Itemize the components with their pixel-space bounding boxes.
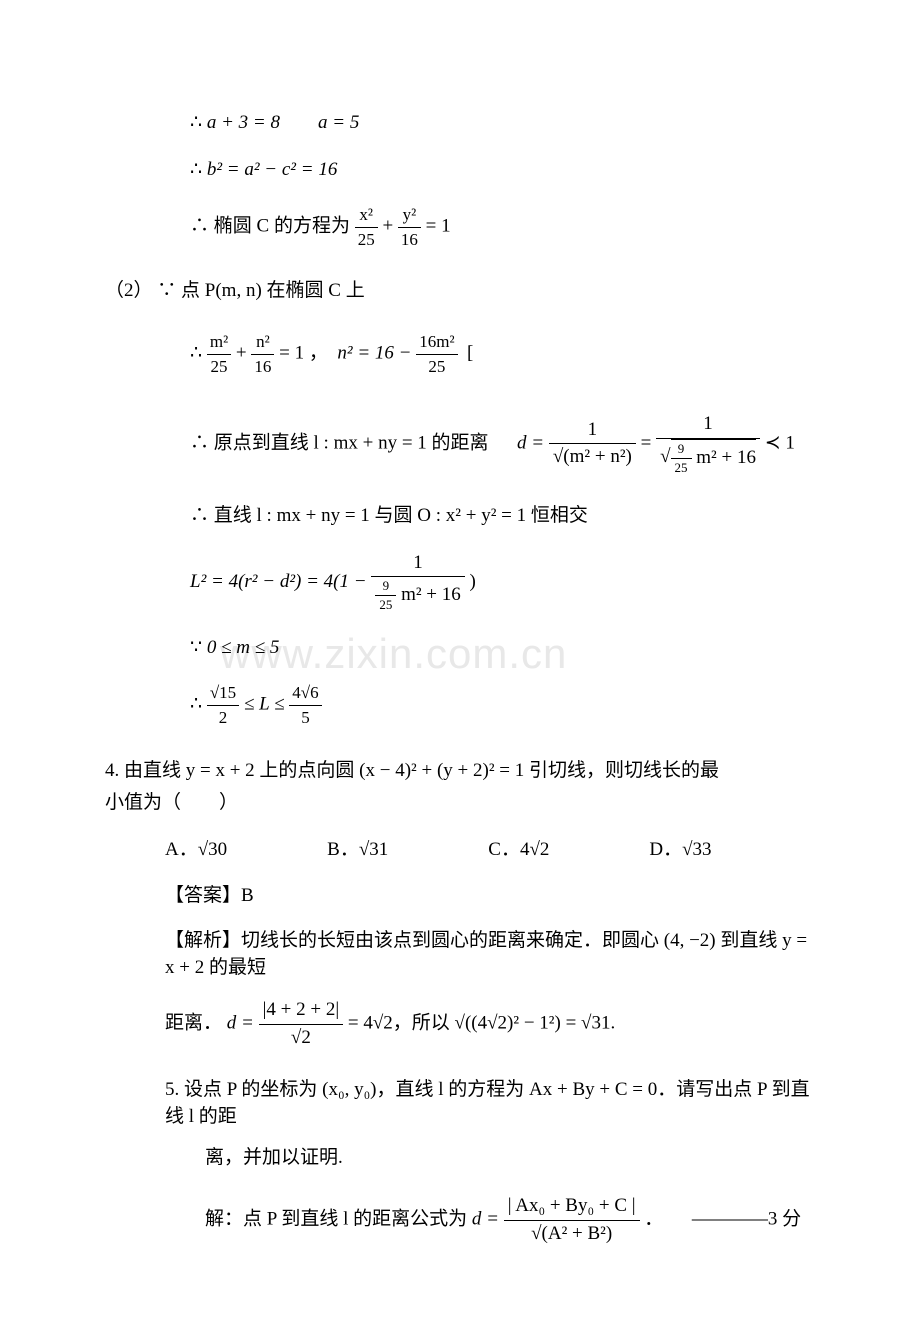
bracket-note: [: [467, 343, 473, 364]
fraction: 1 9 25 m² + 16: [371, 550, 464, 615]
therefore-sym: ∴: [190, 159, 202, 180]
equation-text: b² = a² − c² = 16: [207, 159, 338, 180]
eq-text: = 1: [426, 216, 451, 237]
lt-text: ≺ 1: [765, 432, 795, 453]
question-4-cont: 小值为（ ）: [105, 790, 815, 817]
eq-text: d =: [227, 1013, 254, 1034]
option-b: B．√31: [327, 837, 388, 864]
question-number: 5.: [165, 1079, 179, 1100]
question-number: 4.: [105, 760, 119, 781]
equation-text: a = 5: [318, 112, 359, 133]
question-text: 小值为（ ）: [105, 792, 238, 813]
explain-text: 距离．: [165, 1013, 222, 1034]
plus-sym: +: [236, 343, 247, 364]
question-text: 由直线 y = x + 2 上的点向圆 (x − 4)² + (y + 2)² …: [124, 760, 719, 781]
points-marker: ————3 分: [692, 1209, 801, 1230]
question-5-cont: 离，并加以证明.: [105, 1145, 815, 1172]
equation-text: a + 3 = 8: [207, 112, 280, 133]
solution-line: 解：点 P 到直线 l 的距离公式为 d = | Ax₀ + By₀ + C |…: [105, 1193, 815, 1247]
eq-text: = 4√2: [348, 1013, 393, 1034]
eq-text: n² = 16 −: [337, 343, 411, 364]
step-line: ∴ b² = a² − c² = 16: [105, 157, 815, 184]
fraction: 16m² 25: [416, 330, 457, 379]
option-d: D．√33: [649, 837, 711, 864]
therefore-sym: ∴: [190, 432, 209, 453]
answer-label: 【答案】: [165, 885, 241, 906]
fraction: 1 √ 9 25 m² + 16: [656, 411, 760, 477]
step-line: ∵ 0 ≤ m ≤ 5: [105, 635, 815, 662]
period: ．: [644, 1209, 663, 1230]
eq-text: 0 ≤ m ≤ 5: [207, 637, 280, 658]
answer-block: 【答案】B: [105, 883, 815, 910]
question-text: 离，并加以证明.: [205, 1147, 343, 1168]
step-line: ∴ a + 3 = 8 a = 5: [105, 110, 815, 137]
therefore-sym: ∴: [190, 694, 202, 715]
option-c: C．4√2: [488, 837, 549, 864]
therefore-sym: ∴: [190, 112, 202, 133]
part-label: （2）: [105, 280, 153, 301]
therefore-sym: ∴: [190, 216, 209, 237]
explain-label: 【解析】: [165, 930, 241, 951]
options-row: A．√30 B．√31 C．4√2 D．√33: [105, 837, 815, 864]
fraction: |4 + 2 + 2| √2: [259, 997, 344, 1051]
question-5: 5. 设点 P 的坐标为 (x₀, y₀)，直线 l 的方程为 Ax + By …: [105, 1077, 815, 1130]
part2-line: （2） ∵ 点 P(m, n) 在椭圆 C 上: [105, 278, 815, 305]
therefore-sym: ∴: [190, 505, 209, 526]
fraction: 1 √(m² + n²): [549, 417, 636, 471]
option-a: A．√30: [165, 837, 227, 864]
eq-text: d =: [517, 432, 544, 453]
fraction: 9 25: [375, 577, 396, 614]
answer-value: B: [241, 885, 254, 906]
eq-text: ): [470, 570, 476, 591]
fraction: m² 25: [207, 330, 231, 379]
fraction: n² 16: [251, 330, 274, 379]
eq-sym: =: [641, 432, 652, 453]
step-line: ∴ √15 2 ≤ L ≤ 4√6 5: [105, 681, 815, 730]
step-line: ∴ 椭圆 C 的方程为 x² 25 + y² 16 = 1: [105, 203, 815, 252]
step-text: 点 P(m, n) 在椭圆 C 上: [181, 280, 365, 301]
fraction: x² 25: [355, 203, 378, 252]
fraction: 9 25: [671, 440, 692, 477]
eq-text: = 1: [279, 343, 304, 364]
comma: ，: [309, 343, 328, 364]
step-line: ∴ 直线 l : mx + ny = 1 与圆 O : x² + y² = 1 …: [105, 503, 815, 530]
question-text: 设点 P 的坐标为 (x₀, y₀)，直线 l 的方程为 Ax + By + C…: [165, 1079, 810, 1127]
solution-text: 解：点 P 到直线 l 的距离公式为: [205, 1209, 467, 1230]
fraction: y² 16: [398, 203, 421, 252]
eq-text: d =: [472, 1209, 499, 1230]
step-line: ∴ m² 25 + n² 16 = 1 ， n² = 16 − 16m² 25 …: [105, 330, 815, 379]
fraction: 4√6 5: [289, 681, 321, 730]
step-text: 原点到直线 l : mx + ny = 1 的距离: [214, 432, 489, 453]
explain-text: ，所以 √((4√2)² − 1²) = √31.: [393, 1013, 615, 1034]
eq-text: L² = 4(r² − d²) = 4(1 −: [190, 570, 367, 591]
step-line: L² = 4(r² − d²) = 4(1 − 1 9 25 m² + 16 ): [105, 550, 815, 615]
fraction: √15 2: [207, 681, 239, 730]
step-text: 直线 l : mx + ny = 1 与圆 O : x² + y² = 1 恒相…: [214, 505, 588, 526]
explain-line: 距离． d = |4 + 2 + 2| √2 = 4√2，所以 √((4√2)²…: [105, 997, 815, 1051]
because-sym: ∵: [190, 637, 202, 658]
fraction: | Ax₀ + By₀ + C | √(A² + B²): [504, 1193, 640, 1247]
because-sym: ∵: [157, 280, 176, 301]
ineq-text: ≤ L ≤: [244, 694, 285, 715]
plus-sym: +: [382, 216, 393, 237]
document-page: www.zixin.com.cn ∴ a + 3 = 8 a = 5 ∴ b² …: [0, 0, 920, 1317]
therefore-sym: ∴: [190, 343, 202, 364]
question-4: 4. 由直线 y = x + 2 上的点向圆 (x − 4)² + (y + 2…: [105, 758, 815, 785]
explain-line: 【解析】切线长的长短由该点到圆心的距离来确定．即圆心 (4, −2) 到直线 y…: [105, 928, 815, 981]
explain-text: 切线长的长短由该点到圆心的距离来确定．即圆心 (4, −2) 到直线 y = x…: [165, 930, 807, 978]
step-text: 椭圆 C 的方程为: [214, 216, 350, 237]
step-line: ∴ 原点到直线 l : mx + ny = 1 的距离 d = 1 √(m² +…: [105, 411, 815, 477]
